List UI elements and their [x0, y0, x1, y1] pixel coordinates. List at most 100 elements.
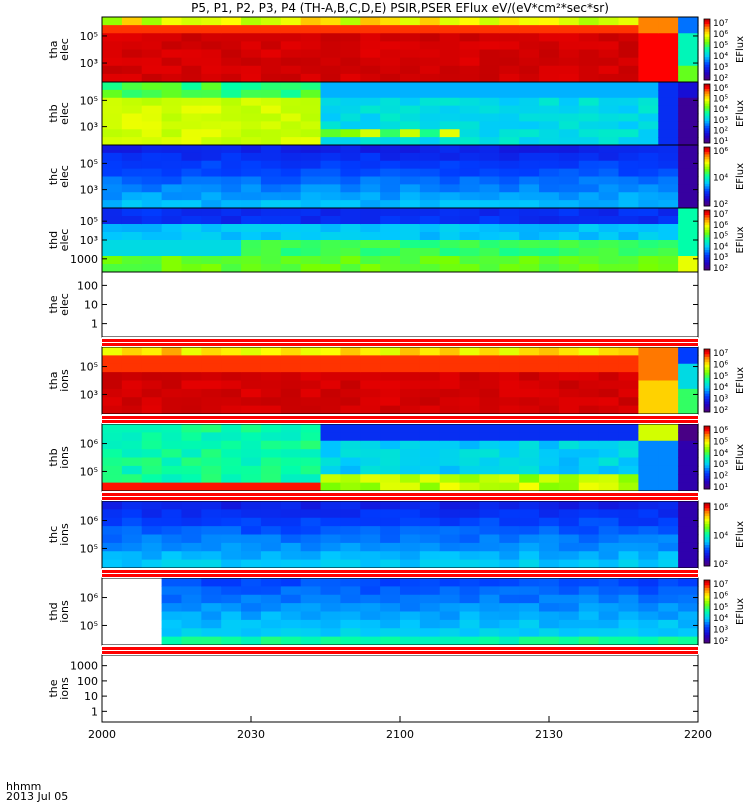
- spectrogram-cell: [638, 105, 659, 115]
- spectrogram-cell: [241, 559, 262, 569]
- spectrogram-cell: [320, 184, 341, 193]
- colorbar-title: EFlux: [735, 598, 746, 625]
- spectrogram-cell: [638, 248, 659, 257]
- spectrogram-cell: [280, 25, 302, 34]
- spectrogram-cell: [499, 224, 520, 233]
- spectrogram-cell: [658, 248, 679, 257]
- spectrogram-cell: [519, 208, 540, 217]
- spectrogram-cell: [499, 611, 520, 621]
- spectrogram-cell: [419, 559, 441, 569]
- colorbar-swatch: [704, 118, 710, 122]
- spectrogram-cell: [260, 603, 282, 613]
- spectrogram-cell: [678, 432, 699, 442]
- spectrogram-cell: [598, 137, 620, 146]
- spectrogram-cell: [340, 121, 361, 130]
- colorbar-swatch: [704, 428, 710, 432]
- spectrogram-cell: [380, 240, 401, 249]
- spectrogram-cell: [360, 224, 381, 233]
- spectrogram-cell: [201, 628, 222, 638]
- separator-stripe: [102, 647, 698, 650]
- spectrogram-cell: [241, 224, 262, 233]
- spectrogram-cell: [260, 509, 282, 519]
- colorbar-swatch: [704, 635, 710, 639]
- spectrogram-cell: [241, 41, 262, 51]
- colorbar-swatch: [704, 138, 710, 141]
- separator-band: [102, 337, 698, 347]
- spectrogram-cell: [539, 347, 560, 356]
- spectrogram-cell: [181, 424, 202, 433]
- colorbar-title: EFlux: [735, 36, 746, 63]
- spectrogram-cell: [539, 184, 560, 193]
- spectrogram-cell: [161, 137, 183, 146]
- spectrogram-cell: [380, 449, 401, 459]
- spectrogram-cell: [241, 200, 262, 209]
- spectrogram-cell: [141, 145, 163, 154]
- spectrogram-cell: [260, 559, 282, 569]
- spectrogram-cell: [241, 105, 262, 115]
- colorbar-tick-label: 10³: [713, 63, 728, 73]
- spectrogram-cell: [479, 57, 500, 67]
- spectrogram-cell: [181, 482, 202, 492]
- colorbar-swatch: [704, 41, 710, 45]
- colorbar-swatch: [704, 54, 710, 58]
- spectrogram-cell: [221, 586, 242, 596]
- spectrogram-cell: [459, 397, 481, 407]
- spectrogram-cell: [618, 97, 639, 107]
- spectrogram-cell: [479, 137, 500, 146]
- spectrogram-cell: [380, 208, 401, 217]
- spectrogram-cell: [201, 482, 222, 492]
- spectrogram-cell: [400, 388, 421, 398]
- spectrogram-cell: [280, 256, 302, 265]
- spectrogram-cell: [499, 184, 520, 193]
- spectrogram-cell: [221, 355, 242, 365]
- spectrogram-cell: [161, 465, 183, 475]
- spectrogram-cell: [578, 168, 600, 178]
- colorbar-swatch: [704, 547, 710, 551]
- spectrogram-cell: [439, 152, 461, 162]
- spectrogram-cell: [499, 41, 520, 51]
- spectrogram-cell: [102, 248, 123, 257]
- spectrogram-cell: [558, 160, 580, 170]
- spectrogram-cell: [141, 105, 163, 115]
- spectrogram-cell: [638, 372, 659, 382]
- spectrogram-cell: [241, 33, 262, 42]
- spectrogram-cell: [280, 440, 302, 450]
- spectrogram-cell: [102, 388, 123, 398]
- spectrogram-cell: [638, 216, 659, 225]
- spectrogram-cell: [658, 152, 679, 162]
- spectrogram-cell: [638, 449, 659, 459]
- spectrogram-cell: [360, 121, 381, 130]
- spectrogram-cell: [539, 168, 560, 178]
- spectrogram-cell: [300, 424, 322, 433]
- spectrogram-cell: [260, 405, 282, 415]
- colorbar-swatch: [704, 436, 710, 440]
- spectrogram-cell: [519, 145, 540, 154]
- colorbar-tick-label: 10³: [713, 460, 728, 470]
- colorbar-swatch: [704, 255, 710, 258]
- spectrogram-cell: [558, 611, 580, 621]
- colorbar-swatch: [704, 174, 710, 177]
- spectrogram-cell: [459, 551, 481, 561]
- spectrogram-cell: [578, 449, 600, 459]
- spectrogram-cell: [499, 121, 520, 130]
- spectrogram-cell: [161, 586, 183, 596]
- spectrogram-cell: [161, 363, 183, 373]
- spectrogram-cell: [400, 224, 421, 233]
- spectrogram-cell: [320, 474, 341, 484]
- spectrogram-cell: [201, 49, 222, 59]
- spectrogram-cell: [221, 603, 242, 613]
- spectrogram-cell: [598, 192, 620, 201]
- colorbar-swatch: [704, 156, 710, 160]
- spectrogram-cell: [161, 432, 183, 442]
- spectrogram-cell: [360, 73, 381, 83]
- colorbar-swatch: [704, 614, 710, 618]
- spectrogram-cell: [181, 160, 202, 170]
- spectrogram-cell: [658, 559, 679, 569]
- spectrogram-cell: [539, 465, 560, 475]
- colorbar-tick-label: 10⁶: [713, 426, 728, 436]
- spectrogram-cell: [102, 113, 123, 122]
- spectrogram-cell: [380, 176, 401, 185]
- spectrogram-cell: [558, 501, 580, 510]
